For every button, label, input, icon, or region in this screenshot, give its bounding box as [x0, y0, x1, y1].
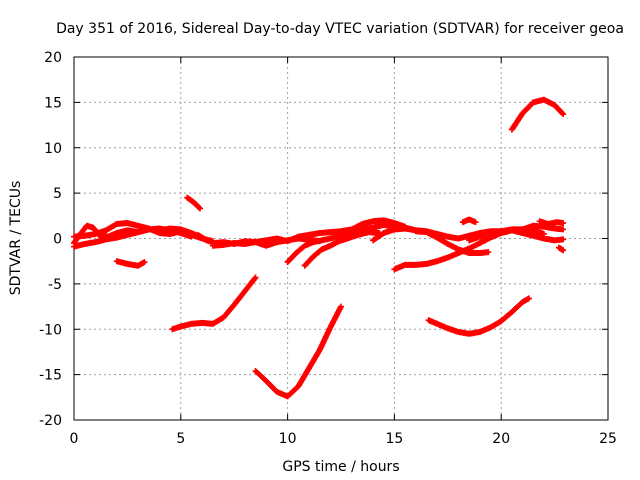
data-point: [251, 275, 258, 282]
series-trace-5: [209, 235, 323, 249]
chart-title: Day 351 of 2016, Sidereal Day-to-day VTE…: [56, 21, 624, 37]
y-tick-label: 10: [44, 141, 62, 157]
y-tick-label: 20: [44, 50, 62, 66]
data-point: [540, 230, 547, 237]
data-point: [141, 259, 148, 266]
x-tick-label: 15: [385, 431, 403, 447]
data-point: [559, 110, 566, 117]
x-tick-label: 20: [492, 431, 510, 447]
data-series: [71, 96, 567, 400]
series-trace-13: [555, 244, 567, 254]
series-trace-18: [252, 303, 344, 400]
series-trace-6: [284, 221, 419, 266]
data-point: [338, 303, 344, 310]
data-point: [560, 226, 567, 233]
series-trace-14: [391, 226, 547, 273]
data-point: [525, 295, 532, 302]
series-trace-11: [459, 216, 479, 226]
data-point: [197, 205, 204, 212]
y-tick-label: 5: [53, 186, 62, 202]
data-point: [196, 204, 203, 211]
y-axis-label: SDTVAR / TECUs: [8, 181, 24, 296]
data-point: [188, 233, 195, 240]
y-tick-label: 15: [44, 95, 62, 111]
x-tick-label: 5: [176, 431, 185, 447]
y-tick-label: 0: [53, 232, 62, 248]
series-trace-7: [301, 229, 383, 269]
x-tick-label: 10: [279, 431, 297, 447]
y-tick-label: -15: [39, 368, 62, 384]
data-point: [252, 274, 259, 281]
y-tick-label: -5: [48, 277, 62, 293]
x-axis-label: GPS time / hours: [282, 459, 399, 475]
series-trace-19: [425, 295, 532, 337]
data-point: [560, 220, 567, 227]
data-point: [485, 249, 492, 256]
series-trace-20: [508, 96, 567, 133]
data-point: [560, 111, 567, 118]
x-tick-label: 25: [599, 431, 617, 447]
series-trace-16: [184, 194, 204, 212]
axis-ticks: 0 5 10 15 20 25 -20 -15 -10 -5 0 5 10 15 20: [39, 50, 617, 447]
series-trace-15: [113, 258, 148, 269]
y-tick-label: -20: [39, 413, 62, 429]
data-point: [560, 236, 567, 243]
series-trace-17: [169, 274, 259, 333]
x-tick-label: 0: [70, 431, 79, 447]
y-tick-label: -10: [39, 322, 62, 338]
data-point: [560, 247, 567, 254]
series-trace-12: [536, 218, 567, 227]
data-point: [472, 219, 479, 226]
series-trace-3: [71, 225, 195, 250]
